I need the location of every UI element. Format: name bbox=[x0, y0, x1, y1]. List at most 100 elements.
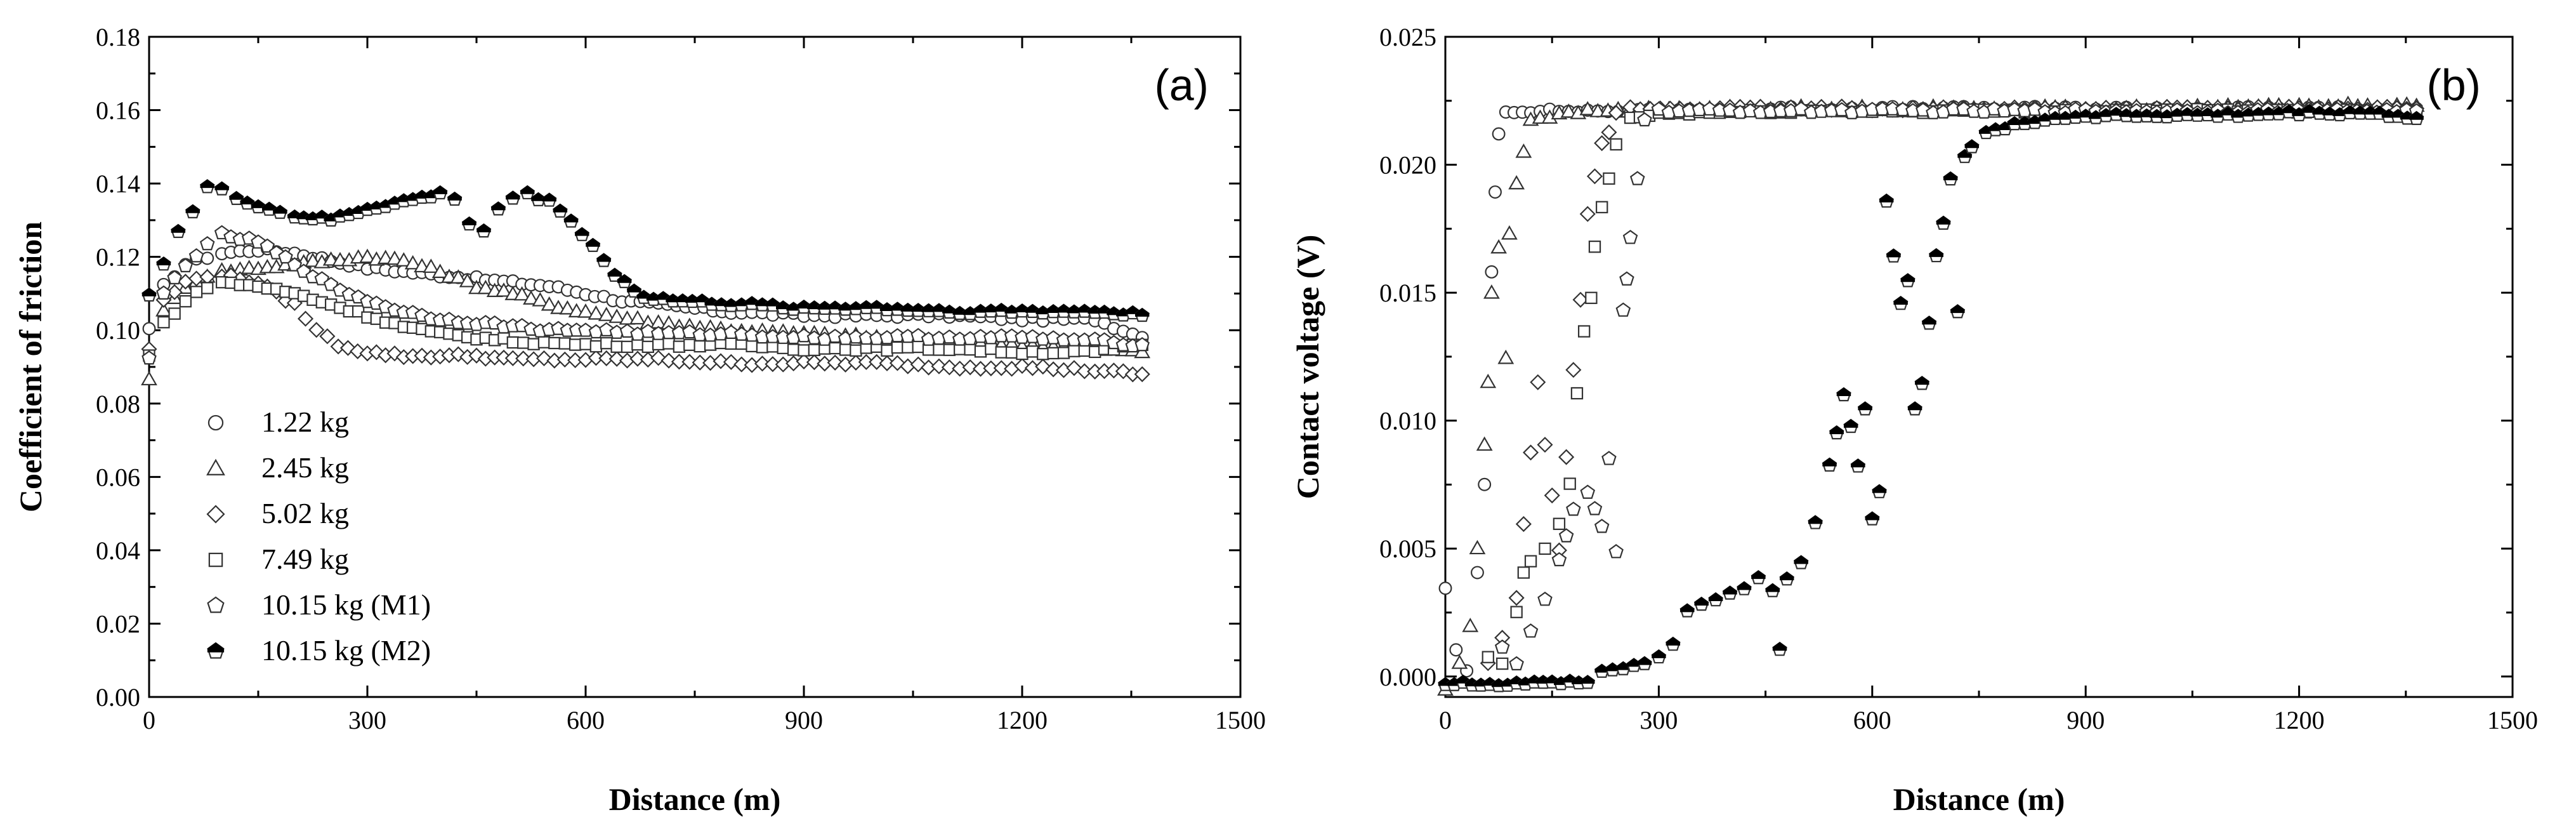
data-point bbox=[1603, 172, 1615, 185]
data-point bbox=[141, 350, 157, 365]
data-point bbox=[1076, 363, 1093, 380]
data-point bbox=[964, 343, 976, 356]
data-point bbox=[1950, 304, 1966, 319]
data-point bbox=[713, 353, 729, 369]
data-point bbox=[1601, 451, 1617, 465]
data-point bbox=[240, 195, 255, 210]
panel-label: (b) bbox=[2426, 60, 2481, 110]
data-point bbox=[297, 310, 314, 327]
data-point bbox=[537, 336, 551, 348]
data-point bbox=[577, 303, 594, 318]
data-point bbox=[1615, 302, 1631, 317]
data-point bbox=[610, 340, 623, 353]
data-point bbox=[1553, 517, 1566, 530]
data-point bbox=[1496, 657, 1509, 670]
data-point bbox=[1551, 552, 1567, 567]
data-point bbox=[1501, 225, 1518, 240]
data-point bbox=[1793, 555, 1809, 569]
data-point bbox=[251, 199, 266, 214]
y-axis-title: Coefficient of friction bbox=[13, 222, 48, 512]
legend-item: 10.15 kg (M1) bbox=[207, 588, 431, 621]
data-point bbox=[490, 201, 506, 216]
legend-label: 5.02 kg bbox=[261, 497, 349, 529]
data-point bbox=[1865, 511, 1880, 526]
data-point bbox=[1914, 375, 1930, 390]
data-point bbox=[1485, 265, 1499, 279]
data-point bbox=[652, 338, 665, 351]
data-point bbox=[682, 324, 697, 339]
data-point bbox=[431, 263, 449, 278]
data-point bbox=[931, 358, 947, 375]
data-point bbox=[476, 223, 492, 238]
data-point bbox=[640, 324, 656, 338]
data-point bbox=[168, 307, 181, 320]
data-point bbox=[541, 296, 558, 311]
data-point bbox=[141, 287, 157, 302]
data-point bbox=[1900, 273, 1916, 288]
data-point bbox=[796, 299, 812, 314]
data-point bbox=[588, 305, 605, 320]
data-point bbox=[589, 340, 603, 353]
series-10-15-kg-m2- bbox=[1438, 103, 2424, 693]
x-tick-label: 1200 bbox=[997, 706, 1048, 734]
data-point bbox=[829, 342, 841, 355]
data-point bbox=[179, 295, 192, 308]
data-point bbox=[190, 286, 203, 298]
data-point bbox=[556, 351, 573, 368]
data-point bbox=[1482, 651, 1494, 663]
data-point bbox=[1693, 596, 1709, 611]
data-point bbox=[1808, 515, 1823, 529]
data-point bbox=[798, 344, 810, 357]
data-point bbox=[167, 270, 182, 284]
data-point bbox=[517, 336, 530, 349]
data-point bbox=[1508, 175, 1525, 190]
data-point bbox=[2408, 110, 2424, 125]
data-point bbox=[1916, 102, 1931, 117]
data-point bbox=[156, 256, 171, 271]
series-2-45-kg bbox=[1437, 95, 2425, 696]
data-point bbox=[558, 337, 571, 350]
data-point bbox=[681, 354, 698, 370]
data-point bbox=[156, 285, 171, 300]
data-point bbox=[505, 190, 521, 205]
data-point bbox=[1608, 105, 1624, 121]
data-point bbox=[1478, 477, 1492, 491]
data-points bbox=[141, 179, 1151, 386]
data-point bbox=[548, 336, 561, 350]
data-point bbox=[1068, 345, 1081, 357]
data-point bbox=[808, 343, 821, 356]
data-point bbox=[1497, 349, 1515, 364]
data-point bbox=[1560, 103, 1577, 118]
data-point bbox=[330, 338, 346, 355]
data-point bbox=[199, 235, 215, 251]
x-tick-label: 1200 bbox=[2274, 706, 2325, 734]
data-point bbox=[723, 324, 739, 339]
data-point bbox=[1637, 112, 1652, 127]
data-point bbox=[787, 343, 800, 356]
data-point bbox=[1480, 373, 1497, 388]
data-point bbox=[910, 328, 926, 343]
data-point bbox=[1586, 168, 1603, 185]
data-point bbox=[723, 354, 739, 370]
data-point bbox=[1722, 585, 1738, 600]
legend-marker-icon bbox=[207, 414, 224, 431]
data-point bbox=[850, 344, 862, 357]
y-tick-label: 0.12 bbox=[96, 243, 140, 272]
data-point bbox=[1026, 345, 1039, 358]
data-point bbox=[1596, 201, 1608, 214]
data-point bbox=[754, 355, 771, 372]
data-point bbox=[1471, 566, 1484, 580]
data-point bbox=[806, 354, 822, 371]
data-point bbox=[574, 227, 590, 241]
x-axis-title: Distance (m) bbox=[609, 781, 781, 817]
y-tick-label: 0.08 bbox=[96, 390, 140, 418]
data-point bbox=[619, 323, 635, 338]
data-point bbox=[240, 260, 258, 274]
data-point bbox=[1829, 425, 1844, 440]
legend-item: 2.45 kg bbox=[206, 451, 349, 484]
legend-marker-icon bbox=[207, 642, 225, 659]
data-point bbox=[1449, 643, 1463, 657]
data-point bbox=[1615, 661, 1631, 675]
chart-panel-b: 0 300 600 900 1200 1500 0.000 0.005 0.010 0.015 0.… bbox=[1290, 23, 2538, 817]
